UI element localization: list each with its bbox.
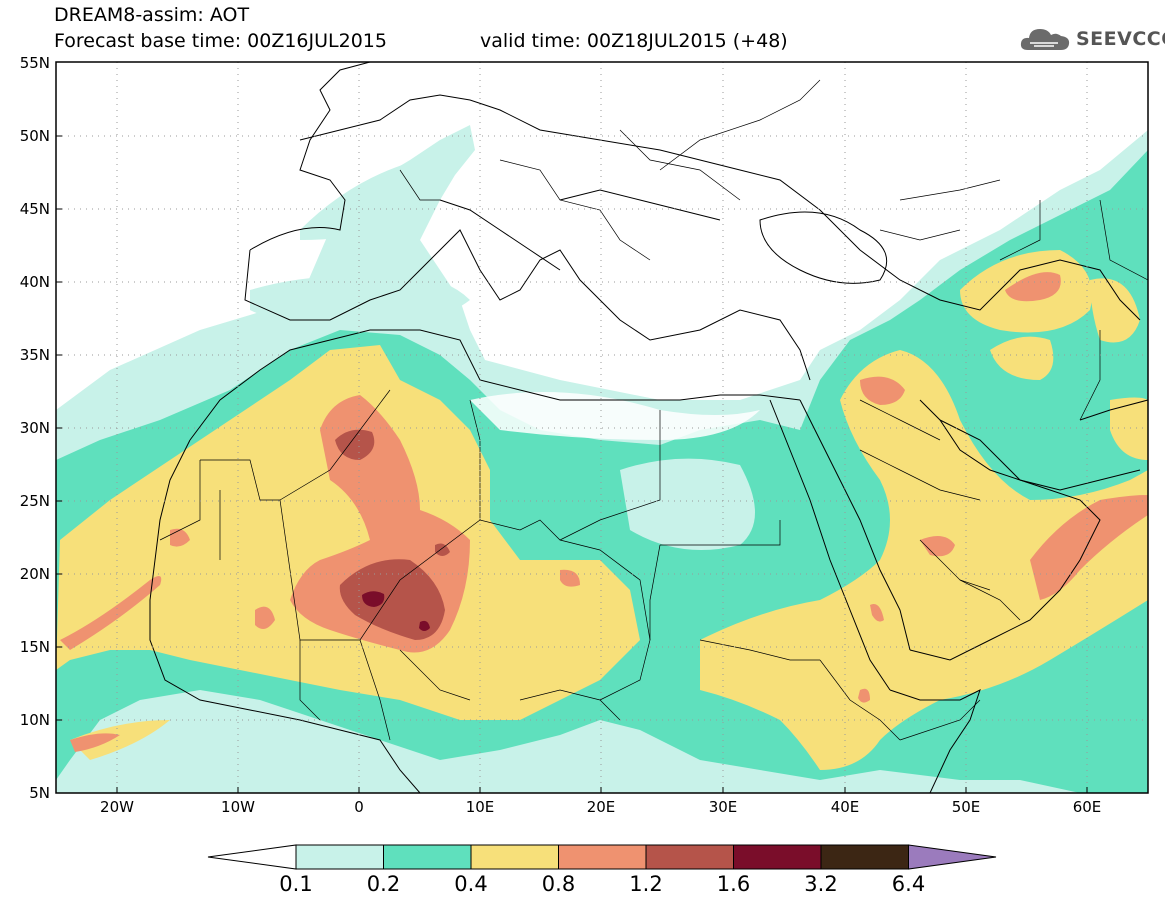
colorbar-label: 6.4 <box>891 872 926 896</box>
colorbar-swatch <box>820 844 909 870</box>
logo-text: SEEVCCC <box>1076 28 1165 50</box>
colorbar-label: 0.1 <box>279 872 313 896</box>
lat-label: 20N <box>20 565 50 583</box>
colorbar-label: 1.2 <box>629 872 663 896</box>
colorbar-swatch <box>383 844 472 870</box>
aot-level-1.2 <box>335 429 450 640</box>
lon-label: 40E <box>831 798 860 816</box>
lat-labels: 55N 50N 45N 40N 35N 30N 25N 20N 15N 10N … <box>20 54 50 802</box>
lat-label: 15N <box>20 638 50 656</box>
lon-label: 10E <box>466 798 495 816</box>
aot-level-1.6 <box>362 591 430 631</box>
colorbar-label: 1.6 <box>716 872 751 896</box>
chart-title: DREAM8-assim: AOT <box>54 4 250 26</box>
lon-label: 50E <box>952 798 981 816</box>
aot-light-patch-egypt <box>620 458 755 550</box>
colorbar <box>207 844 997 870</box>
colorbar-label: 3.2 <box>804 872 838 896</box>
valid-time-label: valid time: 00Z18JUL2015 (+48) <box>480 30 788 52</box>
lon-label: 60E <box>1073 798 1102 816</box>
lat-label: 40N <box>20 273 50 291</box>
colorbar-swatch <box>645 844 734 870</box>
base-time-label: Forecast base time: 00Z16JUL2015 <box>54 30 387 52</box>
lat-label: 35N <box>20 346 50 364</box>
cloud-icon <box>1020 29 1070 50</box>
colorbar-label: 0.8 <box>541 872 576 896</box>
colorbar-label: 0.4 <box>454 872 488 896</box>
lat-label: 50N <box>20 127 50 145</box>
lat-label: 25N <box>20 492 50 510</box>
colorbar-swatch <box>733 844 822 870</box>
lat-label: 45N <box>20 200 50 218</box>
colorbar-swatch <box>295 844 384 870</box>
lon-label: 20W <box>100 798 134 816</box>
aot-field <box>56 62 1148 793</box>
colorbar-swatch <box>558 844 647 870</box>
lat-label: 55N <box>20 54 50 72</box>
lon-label: 0 <box>354 798 364 816</box>
coastlines <box>149 62 1148 793</box>
colorbar-high-arrow <box>908 844 997 870</box>
lat-label: 30N <box>20 419 50 437</box>
lon-labels: 20W 10W 0 10E 20E 30E 40E 50E 60E <box>100 798 1101 816</box>
country-borders <box>159 79 1148 741</box>
colorbar-low-arrow <box>207 844 297 870</box>
lat-label: 10N <box>20 711 50 729</box>
axis-ticks <box>56 135 1088 793</box>
lon-label: 10W <box>221 798 255 816</box>
lon-label: 20E <box>587 798 616 816</box>
lat-label: 5N <box>29 784 50 802</box>
graticule <box>56 62 1148 793</box>
colorbar-swatch <box>470 844 559 870</box>
lon-label: 30E <box>709 798 738 816</box>
colorbar-label: 0.2 <box>366 872 401 896</box>
seevccc-logo: SEEVCCC <box>1018 22 1165 56</box>
